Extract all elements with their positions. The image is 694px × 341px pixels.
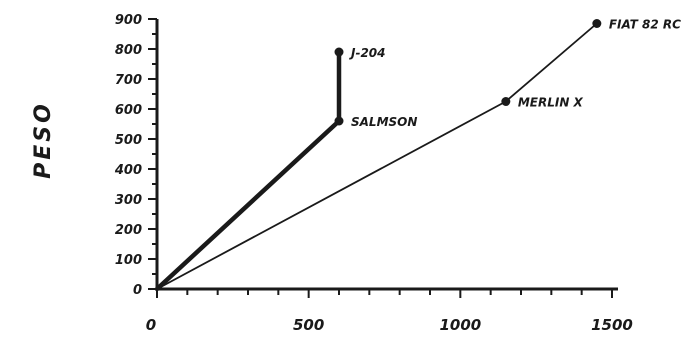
data-point-4 <box>592 19 601 28</box>
data-point-3 <box>501 97 510 106</box>
data-point-1 <box>335 48 344 57</box>
y-tick-label: 900 <box>115 13 142 28</box>
data-label-4: FIAT 82 RC <box>609 18 681 32</box>
x-tick-label: 0 <box>146 316 156 334</box>
y-tick-label: 500 <box>115 133 142 148</box>
y-tick-label: 300 <box>115 193 142 208</box>
data-label-3: MERLIN X <box>518 96 584 110</box>
y-tick-label: 400 <box>114 163 142 178</box>
series-line-2 <box>157 24 597 290</box>
x-tick-label: 1500 <box>591 316 633 334</box>
y-tick-label: 100 <box>115 253 142 268</box>
x-tick-label: 1000 <box>439 316 481 334</box>
data-label-2: SALMSON <box>351 115 417 129</box>
series-line-1 <box>157 52 339 289</box>
y-axis-label: PESO <box>31 101 56 179</box>
series-lines <box>157 24 597 290</box>
y-tick-label: 800 <box>115 43 142 58</box>
y-tick-label: 0 <box>133 283 142 298</box>
data-points: J-204 SALMSON MERLIN X FIAT 82 RC <box>335 18 682 130</box>
data-point-2 <box>335 117 344 126</box>
y-tick-label: 700 <box>115 73 142 88</box>
data-label-1: J-204 <box>349 46 386 60</box>
y-tick-label: 200 <box>115 223 142 238</box>
x-tick-label: 500 <box>293 316 324 334</box>
y-tick-label: 600 <box>115 103 142 118</box>
